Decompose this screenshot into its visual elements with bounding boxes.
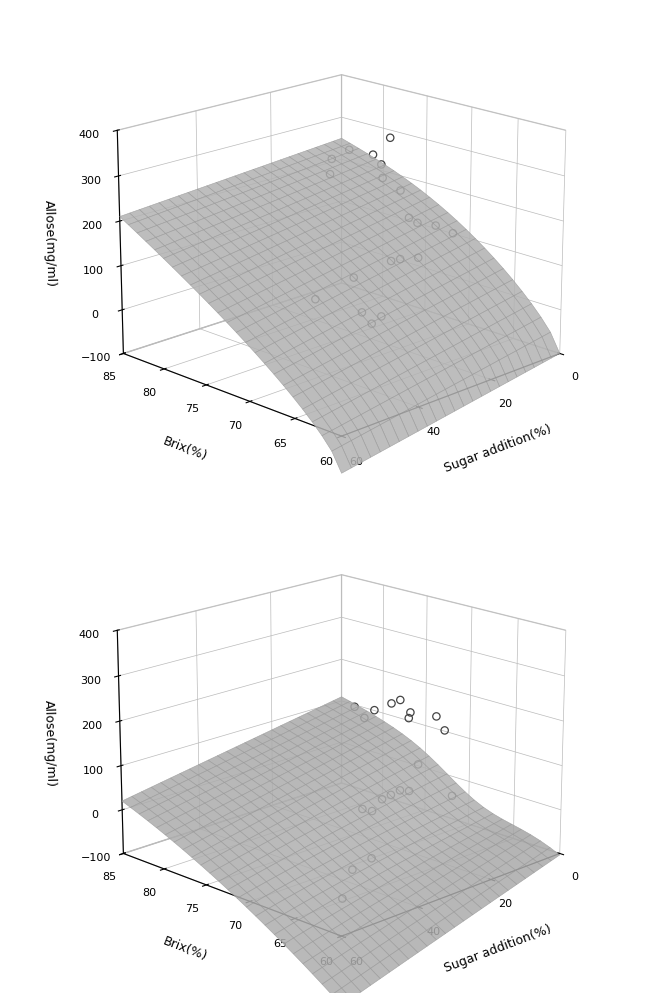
Y-axis label: Brix(%): Brix(%) <box>161 935 209 964</box>
Y-axis label: Brix(%): Brix(%) <box>161 435 209 464</box>
X-axis label: Sugar addition(%): Sugar addition(%) <box>442 923 553 975</box>
X-axis label: Sugar addition(%): Sugar addition(%) <box>442 423 553 475</box>
